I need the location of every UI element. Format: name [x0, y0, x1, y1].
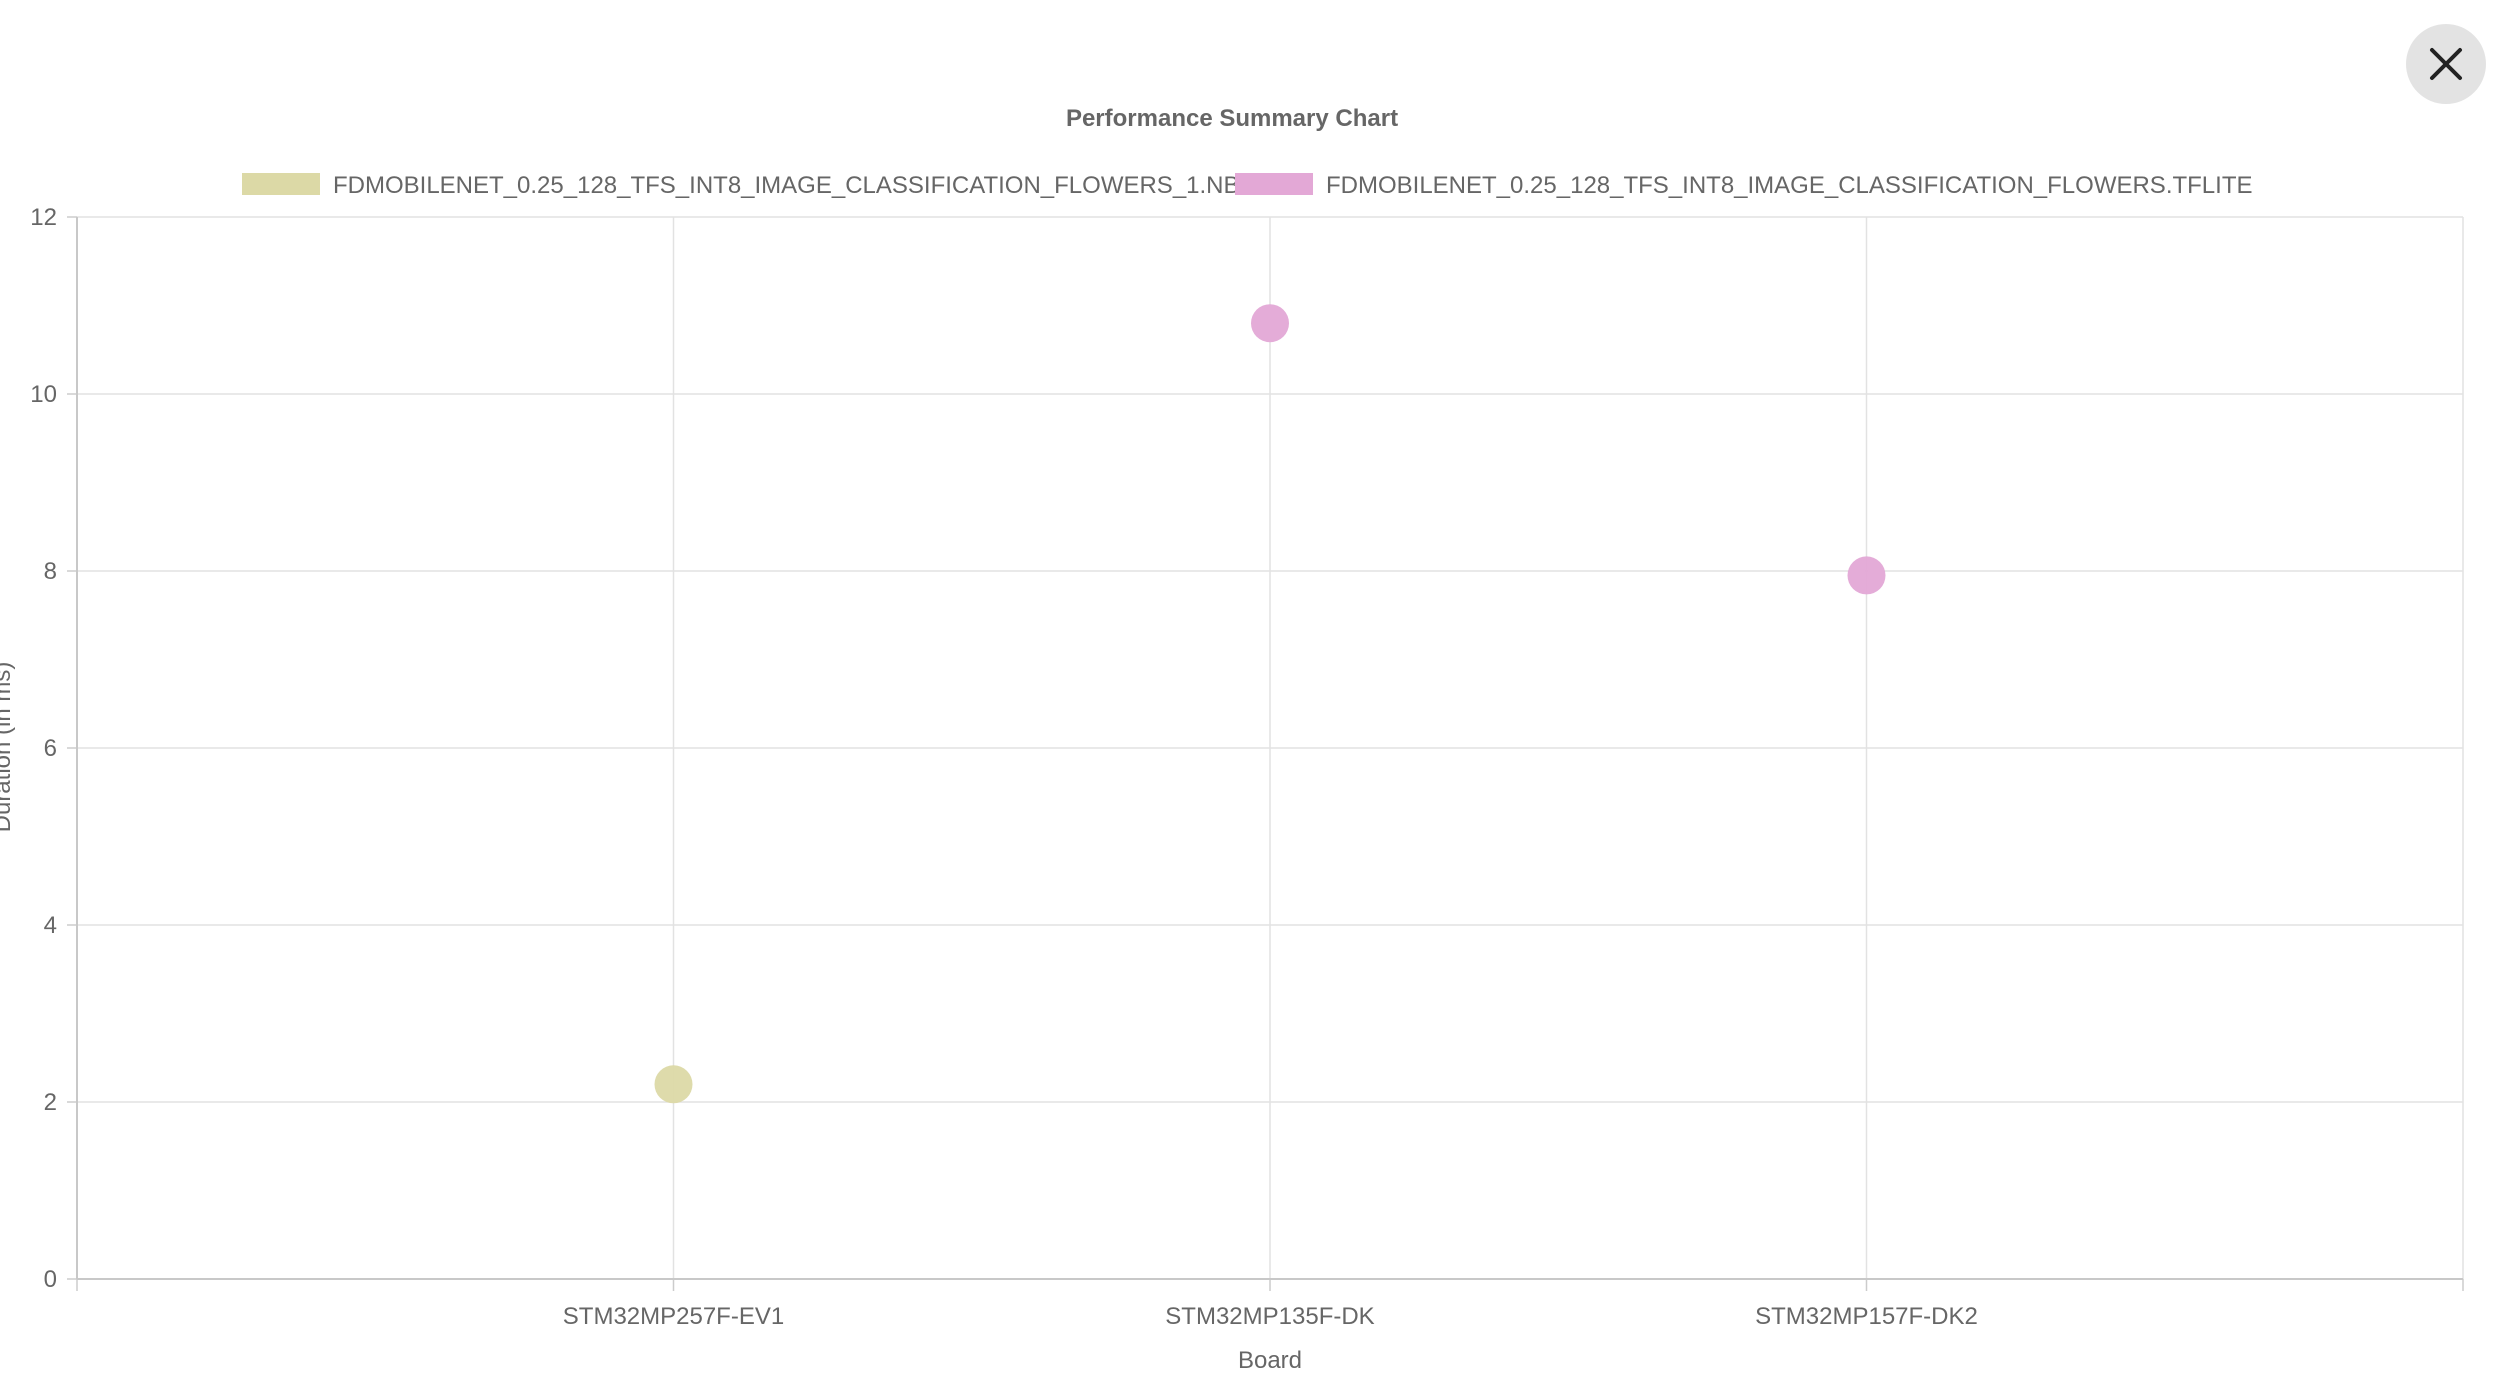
legend-label-nb[interactable]: FDMOBILENET_0.25_128_TFS_INT8_IMAGE_CLAS… — [333, 172, 1240, 199]
x-tick-label: STM32MP257F-EV1 — [563, 1303, 784, 1330]
close-icon — [2430, 48, 2462, 80]
y-tick-label: 8 — [44, 558, 57, 585]
data-point-series-2[interactable] — [1847, 556, 1886, 595]
data-points — [654, 304, 1886, 1104]
x-tick-label: STM32MP157F-DK2 — [1755, 1303, 1978, 1330]
legend-swatch-nb[interactable] — [242, 173, 320, 195]
legend-swatch-tflite[interactable] — [1235, 173, 1313, 195]
y-tick-label: 0 — [44, 1266, 57, 1293]
y-tick-labels: 0 2 4 6 8 10 12 — [30, 204, 57, 1293]
x-axis-label: Board — [1238, 1347, 1302, 1374]
axes — [67, 216, 2464, 1291]
y-axis-label: Duration (in ms) — [0, 662, 16, 833]
data-point-series-2[interactable] — [1251, 304, 1289, 343]
chart-title: Performance Summary Chart — [1066, 105, 1398, 132]
y-tick-label: 10 — [30, 381, 57, 408]
y-tick-label: 2 — [44, 1089, 57, 1116]
y-tick-label: 4 — [44, 912, 57, 939]
legend: FDMOBILENET_0.25_128_TFS_INT8_IMAGE_CLAS… — [242, 172, 2252, 199]
x-tick-labels: STM32MP257F-EV1 STM32MP135F-DK STM32MP157F… — [563, 1303, 1978, 1330]
x-tick-label: STM32MP135F-DK — [1165, 1303, 1374, 1330]
grid — [76, 216, 2464, 1280]
close-button[interactable] — [2406, 24, 2486, 104]
legend-label-tflite[interactable]: FDMOBILENET_0.25_128_TFS_INT8_IMAGE_CLAS… — [1326, 172, 2252, 199]
y-tick-label: 6 — [44, 735, 57, 762]
y-tick-label: 12 — [30, 204, 57, 231]
data-point-series-1[interactable] — [654, 1065, 693, 1104]
